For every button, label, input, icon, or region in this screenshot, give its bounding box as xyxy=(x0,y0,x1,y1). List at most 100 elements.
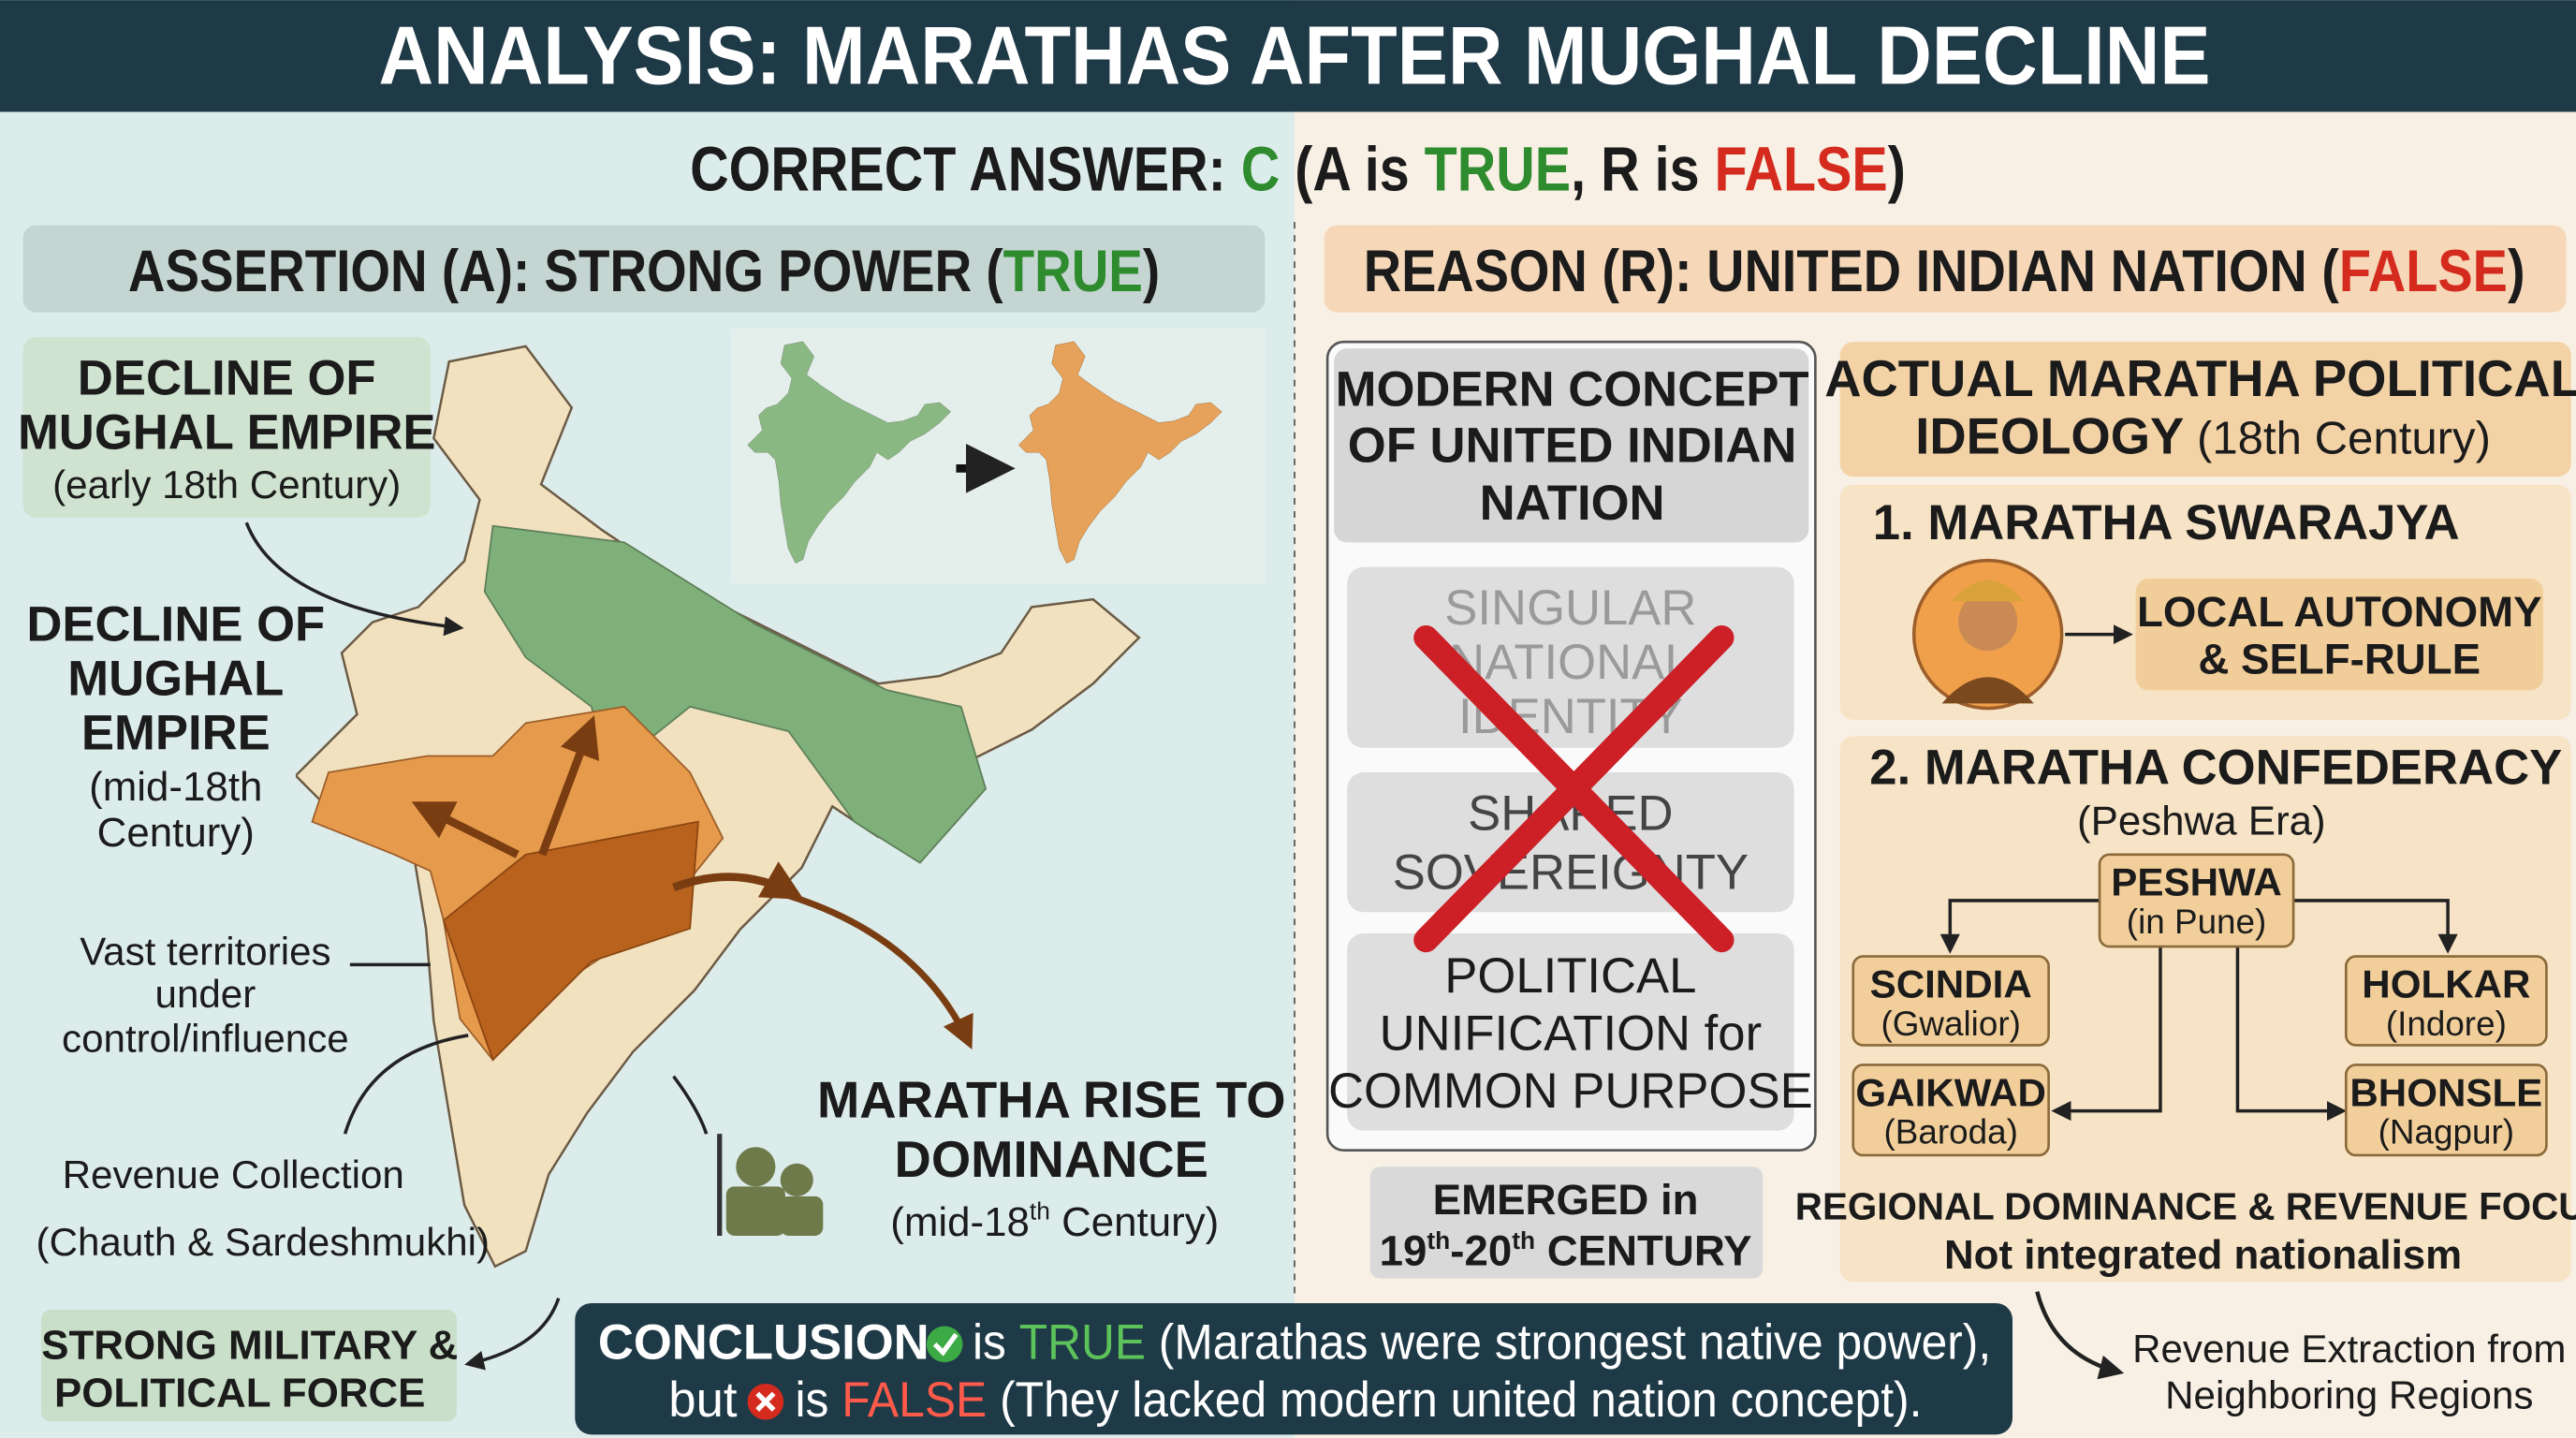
heading-text: ) xyxy=(1143,239,1160,304)
emerged-text: 19th-20th CENTURY xyxy=(1380,1226,1752,1275)
rise-period-sup: th xyxy=(1030,1196,1050,1225)
hierarchy-line xyxy=(2051,946,2162,1122)
concept-box xyxy=(1347,772,1794,913)
mid-decline-period: Century) xyxy=(97,810,255,856)
node-name: HOLKAR xyxy=(2362,961,2530,1005)
concept-text: POLITICAL xyxy=(1444,948,1696,1004)
correct-answer: CORRECT ANSWER: C (A is TRUE, R is FALSE… xyxy=(690,136,1906,205)
rise-period: (mid-18th Century) xyxy=(890,1196,1219,1245)
confederacy-era: (Peshwa Era) xyxy=(2077,799,2326,844)
modern-title-box xyxy=(1334,348,1809,543)
node-box xyxy=(1852,1064,2050,1157)
node-box xyxy=(2344,955,2548,1047)
expansion-arrow xyxy=(787,892,973,1050)
heading-status: FALSE xyxy=(2339,239,2508,304)
actual-title-bold: IDEOLOGY xyxy=(1915,408,2184,465)
node-name: BHONSLE xyxy=(2349,1070,2542,1114)
check-mark xyxy=(932,1332,959,1357)
emerged-box xyxy=(1369,1167,1764,1279)
mid-decline-title: EMPIRE xyxy=(81,705,271,760)
actual-title-rest: (18th Century) xyxy=(2184,414,2491,464)
expansion-arrow xyxy=(538,715,600,857)
node-place: (in Pune) xyxy=(2127,902,2266,941)
pointer xyxy=(672,1075,709,1135)
heading-status: TRUE xyxy=(1003,239,1143,304)
military-label: POLITICAL FORCE xyxy=(54,1371,425,1416)
rise-title: MARATHA RISE TO xyxy=(817,1072,1286,1129)
reason-heading: REASON (R): UNITED INDIAN NATION (FALSE) xyxy=(1364,239,2525,304)
conclusion-text: (Marathas were strongest native power), xyxy=(1146,1315,1991,1371)
answer-false: FALSE xyxy=(1715,136,1888,205)
answer-text: , R is xyxy=(1571,136,1714,205)
india-map xyxy=(295,345,1141,1269)
concept-text: COMMON PURPOSE xyxy=(1328,1064,1813,1119)
answer-true: TRUE xyxy=(1425,136,1571,205)
modern-title: NATION xyxy=(1480,476,1665,531)
military-label: STRONG MILITARY & xyxy=(41,1323,458,1369)
answer-label: CORRECT ANSWER: xyxy=(690,136,1241,205)
answer-choice: C xyxy=(1241,136,1281,205)
hierarchy-line xyxy=(2235,946,2347,1122)
node-place: (Baroda) xyxy=(1884,1113,2018,1152)
autonomy-text: & SELF-RULE xyxy=(2198,636,2481,683)
node-box xyxy=(1852,955,2050,1047)
node-box xyxy=(2344,1064,2548,1157)
answer-text: ) xyxy=(1888,136,1906,205)
portrait-face xyxy=(1958,591,2018,652)
cross xyxy=(1413,624,1734,953)
early-decline-box xyxy=(22,336,431,518)
conclusion-line: is FALSE (They lacked modern united nati… xyxy=(795,1372,1922,1428)
confederacy-heading: 2. MARATHA CONFEDERACY xyxy=(1869,740,2562,795)
concept-box xyxy=(1347,933,1794,1131)
assertion-heading-box xyxy=(22,225,1266,313)
conclusion-text: is xyxy=(973,1315,1019,1371)
rise-period-text: Century) xyxy=(1050,1199,1219,1245)
emerged-part: -20 xyxy=(1450,1227,1512,1275)
soldier-icon xyxy=(717,1134,824,1236)
maratha-core xyxy=(442,820,699,1062)
title: ANALYSIS: MARATHAS AFTER MUGHAL DECLINE xyxy=(379,10,2211,102)
revenue-label: Revenue Collection xyxy=(63,1152,404,1196)
rise-title: DOMINANCE xyxy=(895,1131,1208,1188)
concept-text: NATIONAL xyxy=(1449,635,1691,690)
mid-decline-title: DECLINE OF xyxy=(26,597,325,653)
node-name: SCINDIA xyxy=(1870,961,2032,1005)
autonomy-box xyxy=(2135,578,2543,691)
node-place: (Gwalior) xyxy=(1881,1005,2020,1043)
heading-text: REASON (R): UNITED INDIAN NATION ( xyxy=(1364,239,2339,304)
node-place: (Indore) xyxy=(2386,1005,2507,1043)
confederacy-footer: REGIONAL DOMINANCE & REVENUE FOCUS xyxy=(1795,1184,2576,1227)
node-name: PESHWA xyxy=(2111,860,2282,904)
actual-title-box xyxy=(1839,342,2571,477)
node-name: GAIKWAD xyxy=(1855,1070,2046,1114)
revenue-label: (Chauth & Sardeshmukhi) xyxy=(37,1220,490,1264)
confederacy-footer: Not integrated nationalism xyxy=(1944,1232,2462,1278)
conclusion-text: (They lacked modern united nation concep… xyxy=(987,1372,1922,1428)
node-box xyxy=(2098,853,2295,948)
emerged-text: EMERGED in xyxy=(1433,1176,1699,1224)
modern-title: OF UNITED INDIAN xyxy=(1348,418,1797,473)
emerged-sup: th xyxy=(1512,1226,1535,1255)
expansion-arrow xyxy=(672,861,804,901)
actual-title: ACTUAL MARATHA POLITICAL xyxy=(1824,350,2576,407)
concept-text: UNIFICATION for xyxy=(1380,1006,1762,1062)
mid-decline-title: MUGHAL xyxy=(67,652,284,707)
actual-title: IDEOLOGY (18th Century) xyxy=(1915,408,2491,465)
hierarchy-line xyxy=(2293,899,2458,954)
conclusion-true: TRUE xyxy=(1019,1315,1146,1371)
early-decline-title: MUGHAL EMPIRE xyxy=(18,404,435,460)
modern-title: MODERN CONCEPT xyxy=(1336,362,1809,418)
conclusion-label: CONCLUSION: xyxy=(598,1315,945,1371)
revenue-note: Revenue Extraction from xyxy=(2132,1327,2566,1371)
territories-label: control/influence xyxy=(62,1016,349,1060)
conclusion-false: FALSE xyxy=(842,1372,987,1428)
hierarchy-lines xyxy=(1939,899,2458,1122)
emerged-part: 19 xyxy=(1380,1227,1427,1275)
expansion-arrow xyxy=(411,801,520,858)
mid-decline-period: (mid-18th xyxy=(89,764,262,810)
military-box xyxy=(40,1309,457,1422)
early-decline-title: DECLINE OF xyxy=(78,350,376,405)
answer-text: (A is xyxy=(1280,136,1424,205)
concept-text: SOVEREIGNTY xyxy=(1393,845,1749,901)
assertion-heading: ASSERTION (A): STRONG POWER (TRUE) xyxy=(128,239,1160,304)
